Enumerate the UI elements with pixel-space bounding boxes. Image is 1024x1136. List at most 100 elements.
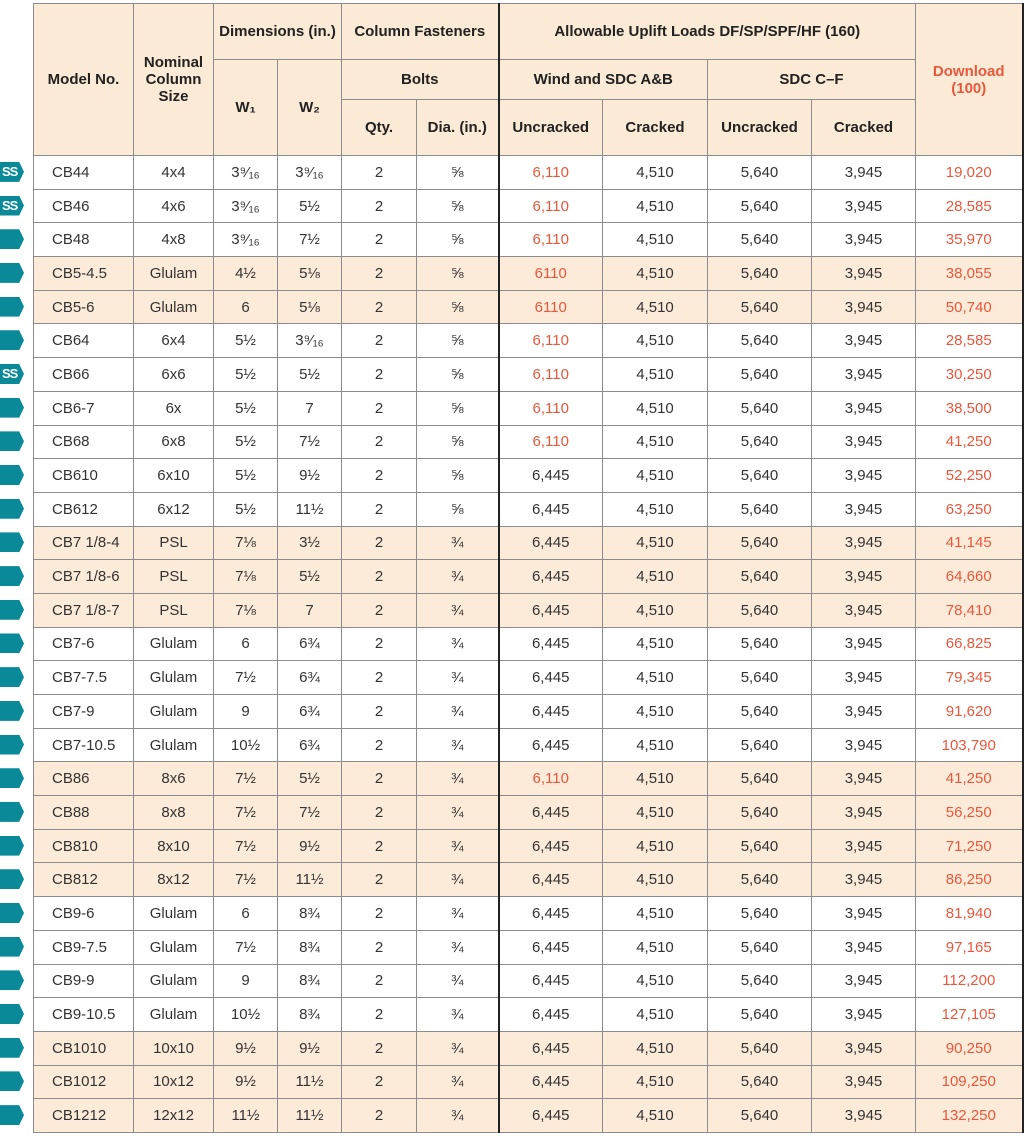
cell-model: CB1212 [33, 1098, 134, 1133]
cell-nominal-size: Glulam [133, 929, 214, 965]
cell-download: 35,970 [915, 222, 1024, 258]
cell-w1: 4½ [213, 256, 278, 291]
cell-wind-uncracked: 6,445 [497, 727, 603, 763]
row-icon-slot [0, 930, 30, 964]
row-icon-slot [0, 627, 30, 661]
arrow-tag-icon [0, 431, 24, 452]
cell-sdc-uncracked: 5,640 [707, 424, 812, 460]
row-icon-slot [0, 728, 30, 762]
cell-w1: 7½ [213, 929, 278, 965]
strong-drive-ss-icon: SS [0, 195, 24, 216]
cell-w1: 11½ [213, 1098, 278, 1133]
cell-model: CB812 [33, 862, 134, 898]
cell-model: CB7-9 [33, 694, 134, 729]
cell-sdc-cracked: 3,945 [811, 1030, 916, 1066]
cell-nominal-size: 8x10 [133, 828, 214, 864]
cell-sdc-uncracked: 5,640 [707, 491, 812, 527]
table-row: CB7-6 Glulam 6 6¾ 2 ¾ 6,445 4,510 5,640 3,945 66,8… [33, 626, 1024, 662]
cell-download: 78,410 [915, 592, 1024, 628]
row-icons: SS SS SS [0, 155, 30, 1132]
cell-wind-uncracked: 6110 [497, 289, 603, 325]
cell-w1: 9 [213, 963, 278, 999]
header-download: Download (100) [915, 3, 1024, 156]
row-icon-slot [0, 559, 30, 593]
cell-qty: 2 [341, 289, 417, 325]
cell-wind-uncracked: 6,445 [497, 660, 603, 695]
row-icon-slot [0, 862, 30, 896]
cell-sdc-cracked: 3,945 [811, 357, 916, 392]
cell-model: CB7-10.5 [33, 727, 134, 763]
arrow-tag-icon [0, 1105, 24, 1126]
cell-qty: 2 [341, 559, 417, 594]
row-icon-slot [0, 964, 30, 998]
cell-download: 112,200 [915, 963, 1024, 999]
arrow-tag-icon [0, 700, 24, 721]
cell-nominal-size: Glulam [133, 626, 214, 662]
cell-sdc-cracked: 3,945 [811, 491, 916, 527]
cell-wind-cracked: 4,510 [602, 694, 708, 729]
cell-sdc-cracked: 3,945 [811, 188, 916, 224]
cell-sdc-cracked: 3,945 [811, 660, 916, 695]
cell-w1: 5½ [213, 390, 278, 426]
cell-download: 19,020 [915, 155, 1024, 190]
cell-wind-cracked: 4,510 [602, 963, 708, 999]
cell-nominal-size: 12x12 [133, 1098, 214, 1133]
arrow-tag-icon [0, 465, 24, 486]
cell-dia: ¾ [416, 694, 499, 729]
cell-dia: ⅝ [416, 155, 499, 190]
cell-sdc-cracked: 3,945 [811, 997, 916, 1032]
cell-model: CB5-6 [33, 289, 134, 325]
row-icon-slot: SS [0, 155, 30, 189]
cell-wind-cracked: 4,510 [602, 155, 708, 190]
arrow-tag-icon [0, 1071, 24, 1092]
cell-dia: ⅝ [416, 188, 499, 224]
cell-wind-cracked: 4,510 [602, 525, 708, 561]
cell-dia: ¾ [416, 761, 499, 797]
cell-model: CB7 1/8-6 [33, 559, 134, 594]
row-icon-slot: SS [0, 357, 30, 391]
row-icon-slot [0, 660, 30, 694]
cell-dia: ¾ [416, 727, 499, 763]
cell-wind-uncracked: 6,445 [497, 694, 603, 729]
header-bolts: Bolts [341, 59, 499, 100]
cell-wind-cracked: 4,510 [602, 828, 708, 864]
cell-model: CB7 1/8-7 [33, 592, 134, 628]
cell-w2: 6¾ [277, 694, 342, 729]
cell-nominal-size: Glulam [133, 660, 214, 695]
strong-drive-ss-icon: SS [0, 363, 24, 384]
cell-nominal-size: Glulam [133, 997, 214, 1032]
cell-sdc-uncracked: 5,640 [707, 256, 812, 291]
cell-sdc-cracked: 3,945 [811, 929, 916, 965]
arrow-tag-icon [0, 768, 24, 789]
table-row: CB7 1/8-7 PSL 7⅛ 7 2 ¾ 6,445 4,510 5,640 3,945 78,… [33, 592, 1024, 628]
cell-qty: 2 [341, 188, 417, 224]
table-row: CB5-6 Glulam 6 5⅛ 2 ⅝ 6110 4,510 5,640 3,945 50,74… [33, 289, 1024, 325]
cell-qty: 2 [341, 963, 417, 999]
cell-wind-uncracked: 6,445 [497, 896, 603, 931]
cell-w1: 5½ [213, 458, 278, 493]
cell-w2: 8¾ [277, 963, 342, 999]
cell-sdc-cracked: 3,945 [811, 896, 916, 931]
cell-qty: 2 [341, 256, 417, 291]
cell-w2: 6¾ [277, 626, 342, 662]
strong-drive-ss-icon: SS [0, 161, 24, 182]
row-icon-slot [0, 829, 30, 863]
arrow-tag-icon [0, 229, 24, 250]
arrow-tag-icon [0, 330, 24, 351]
table-row: CB68 6x8 5½ 7½ 2 ⅝ 6,110 4,510 5,640 3,945 41,250 [33, 424, 1024, 460]
cell-w2: 8¾ [277, 896, 342, 931]
table-row: CB810 8x10 7½ 9½ 2 ¾ 6,445 4,510 5,640 3,945 71,25… [33, 828, 1024, 864]
cell-sdc-cracked: 3,945 [811, 727, 916, 763]
cell-w1: 10½ [213, 727, 278, 763]
table-row: CB1010 10x10 9½ 9½ 2 ¾ 6,445 4,510 5,640 3,945 90,… [33, 1030, 1024, 1066]
table-row: CB7-7.5 Glulam 7½ 6¾ 2 ¾ 6,445 4,510 5,640 3,945 7… [33, 660, 1024, 695]
cell-w2: 5½ [277, 357, 342, 392]
cell-nominal-size: Glulam [133, 289, 214, 325]
cell-model: CB1012 [33, 1064, 134, 1100]
cell-w1: 5½ [213, 491, 278, 527]
header-w2: W₂ [277, 59, 342, 156]
arrow-tag-icon [0, 532, 24, 553]
header-wind-uncracked: Uncracked [497, 99, 603, 156]
table-row: CB9-10.5 Glulam 10½ 8¾ 2 ¾ 6,445 4,510 5,640 3,94… [33, 997, 1024, 1032]
cell-model: CB7-6 [33, 626, 134, 662]
